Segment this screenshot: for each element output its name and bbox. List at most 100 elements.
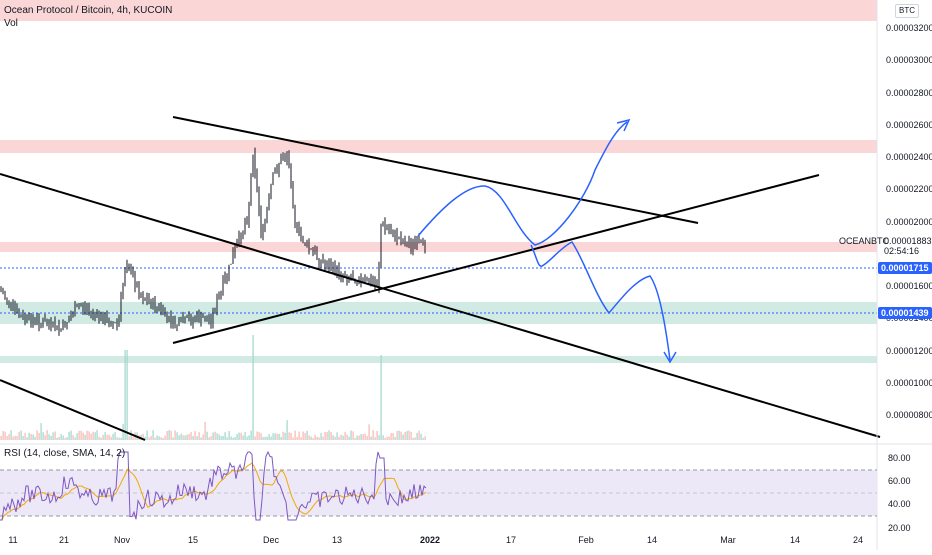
volume-bar xyxy=(362,434,364,440)
volume-bar xyxy=(0,436,2,440)
volume-bar xyxy=(36,430,38,440)
volume-bar xyxy=(96,430,98,440)
volume-bar xyxy=(386,436,388,440)
volume-bar xyxy=(294,430,296,440)
volume-bar xyxy=(94,432,96,440)
time-tick-label: 13 xyxy=(332,535,342,545)
volume-bar xyxy=(68,431,70,440)
volume-bar xyxy=(274,433,276,440)
volume-bar xyxy=(220,436,222,440)
volume-bar xyxy=(50,435,52,440)
price-tick-label: 0.00001600 xyxy=(886,281,932,291)
volume-bar xyxy=(236,434,238,440)
time-tick-label: 24 xyxy=(853,535,863,545)
volume-bar xyxy=(280,437,282,440)
volume-bar xyxy=(190,432,192,440)
volume-bar xyxy=(392,433,394,440)
support-zone-low xyxy=(0,356,877,363)
volume-bar xyxy=(158,436,160,440)
volume-bar xyxy=(300,437,302,440)
volume-bar xyxy=(258,432,260,440)
projection-bullish-path[interactable] xyxy=(417,121,628,246)
volume-bar xyxy=(262,437,264,440)
volume-bars xyxy=(0,335,426,440)
volume-bar xyxy=(162,438,164,440)
chart-header: Ocean Protocol / Bitcoin, 4h, KUCOIN Vol xyxy=(4,4,172,30)
volume-bar xyxy=(330,432,332,440)
volume-bar xyxy=(2,431,4,440)
volume-bar xyxy=(46,430,48,440)
volume-bar xyxy=(164,435,166,440)
volume-bar xyxy=(120,437,122,440)
resistance-zone-top xyxy=(0,0,877,21)
volume-bar xyxy=(410,431,412,440)
volume-bar xyxy=(122,424,124,440)
volume-bar xyxy=(62,435,64,440)
volume-bar xyxy=(222,436,224,440)
volume-bar xyxy=(60,434,62,440)
volume-bar xyxy=(74,437,76,440)
volume-bar xyxy=(180,433,182,440)
volume-bar xyxy=(228,431,230,440)
volume-bar xyxy=(378,435,380,440)
volume-bar xyxy=(230,436,232,440)
volume-bar xyxy=(34,436,36,440)
volume-bar xyxy=(86,430,88,440)
volume-bar xyxy=(188,433,190,440)
volume-bar xyxy=(102,434,104,440)
price-tick-label: 0.00001000 xyxy=(886,378,932,388)
volume-bar xyxy=(298,431,300,440)
volume-bar xyxy=(234,437,236,440)
volume-bar xyxy=(396,431,398,440)
trendline-upper-channel[interactable] xyxy=(172,116,699,224)
current-price-label: 0.00001883 xyxy=(884,236,932,246)
volume-bar xyxy=(118,437,120,440)
volume-bar xyxy=(156,435,158,440)
volume-bar xyxy=(152,430,154,440)
projection-bearish-path[interactable] xyxy=(530,241,671,361)
volume-bar xyxy=(132,436,134,440)
volume-bar xyxy=(88,431,90,440)
volume-bar xyxy=(232,437,234,440)
trendline-descending-support[interactable] xyxy=(0,173,881,438)
volume-bar xyxy=(40,423,42,440)
symbol-title[interactable]: Ocean Protocol / Bitcoin, 4h, KUCOIN xyxy=(4,5,173,16)
volume-bar xyxy=(372,430,374,440)
rsi-title[interactable]: RSI (14, close, SMA, 14, 2) xyxy=(4,448,126,459)
volume-bar xyxy=(320,432,322,440)
volume-bar xyxy=(32,434,34,440)
volume-label[interactable]: Vol xyxy=(4,18,18,29)
volume-bar xyxy=(66,437,68,440)
volume-bar xyxy=(388,436,390,440)
volume-bar xyxy=(418,430,420,440)
volume-bar xyxy=(38,432,40,440)
trendline-ascending[interactable] xyxy=(172,174,820,344)
volume-bar xyxy=(186,434,188,440)
volume-bar xyxy=(328,430,330,440)
volume-bar xyxy=(108,434,110,440)
volume-bar xyxy=(198,432,200,440)
volume-bar xyxy=(224,432,226,440)
volume-bar xyxy=(20,430,22,440)
volume-bar xyxy=(150,436,152,440)
volume-bar xyxy=(126,350,128,440)
volume-bar xyxy=(318,437,320,440)
trendline-lower-left[interactable] xyxy=(0,379,146,441)
volume-bar xyxy=(64,438,66,440)
volume-bar xyxy=(4,431,6,440)
volume-bar xyxy=(404,432,406,440)
volume-bar xyxy=(416,432,418,440)
volume-bar xyxy=(340,434,342,440)
price-badge-a: 0.00001715 xyxy=(878,262,932,274)
volume-bar xyxy=(326,432,328,440)
volume-bar xyxy=(342,435,344,440)
volume-bar xyxy=(364,433,366,440)
volume-bar xyxy=(368,424,370,440)
volume-bar xyxy=(256,431,258,440)
currency-label[interactable]: BTC xyxy=(895,4,919,18)
price-tick-label: 0.00002200 xyxy=(886,184,932,194)
volume-bar xyxy=(204,422,206,440)
rsi-line xyxy=(0,450,427,521)
